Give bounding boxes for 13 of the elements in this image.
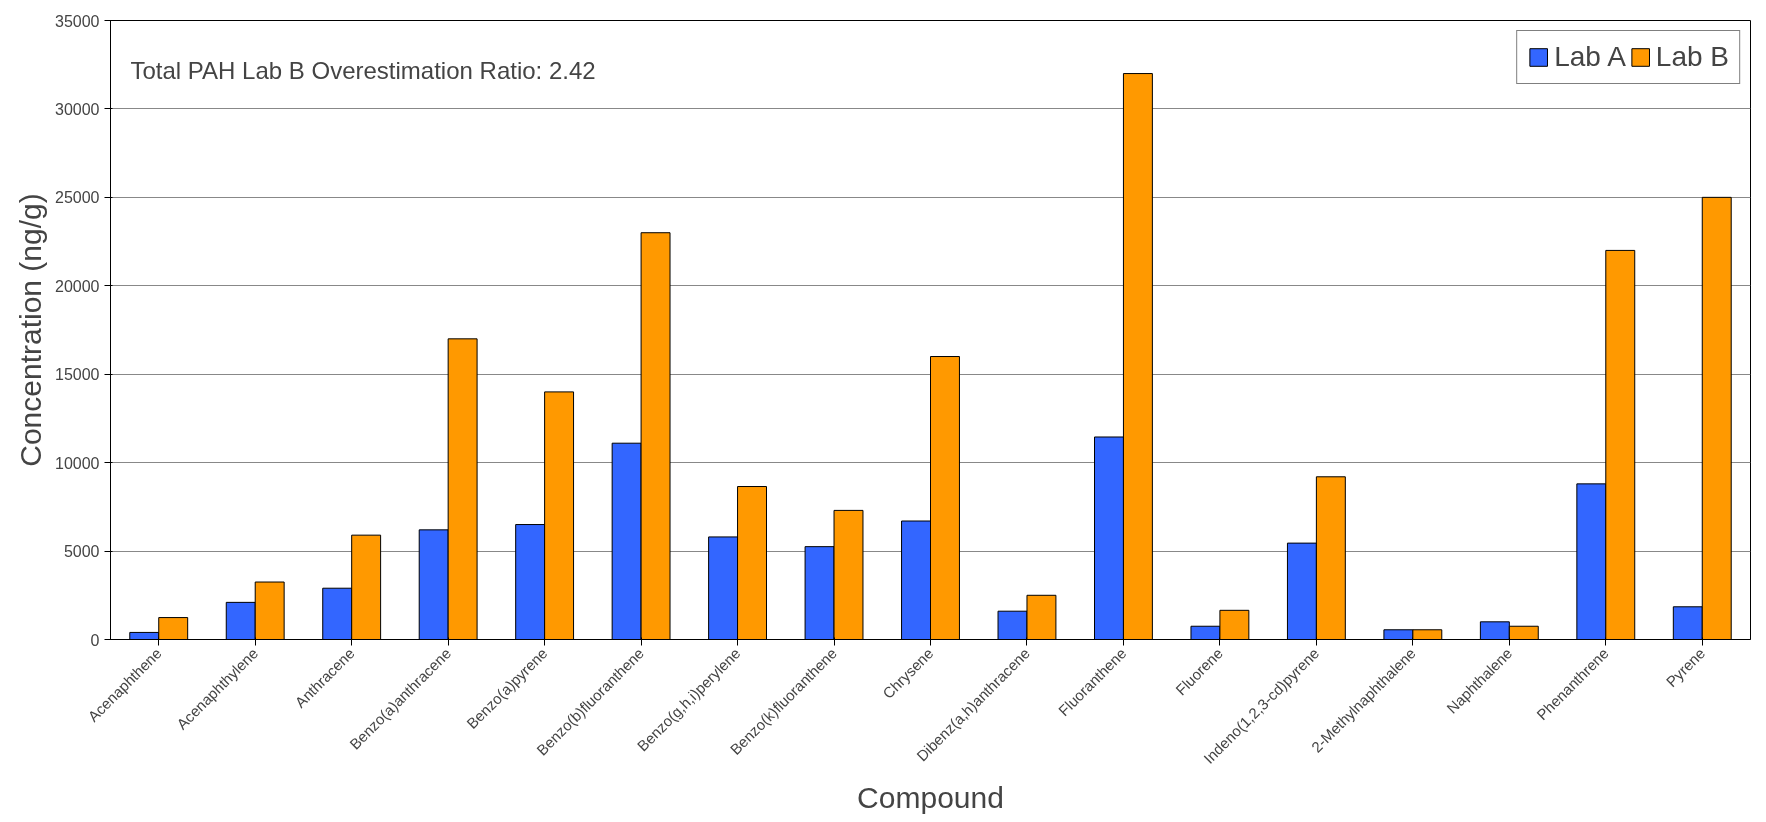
y-axis-title: Concentration (ng/g) [14, 193, 48, 467]
y-tick-label: 30000 [55, 100, 100, 118]
y-tick-label: 35000 [55, 12, 100, 30]
x-axis-title: Compound [857, 780, 1004, 814]
y-tick-label: 15000 [55, 366, 100, 384]
y-tick-label: 25000 [55, 189, 100, 207]
annotation: Total PAH Lab B Overestimation Ratio: 2.42 [130, 56, 596, 84]
legend-label: Lab B [1655, 41, 1729, 73]
y-tick-label: 5000 [63, 543, 100, 561]
legend-label: Lab A [1554, 41, 1626, 73]
y-tick-label: 0 [90, 631, 100, 649]
y-tick-label: 20000 [55, 277, 100, 295]
y-tick-label: 10000 [55, 454, 100, 472]
